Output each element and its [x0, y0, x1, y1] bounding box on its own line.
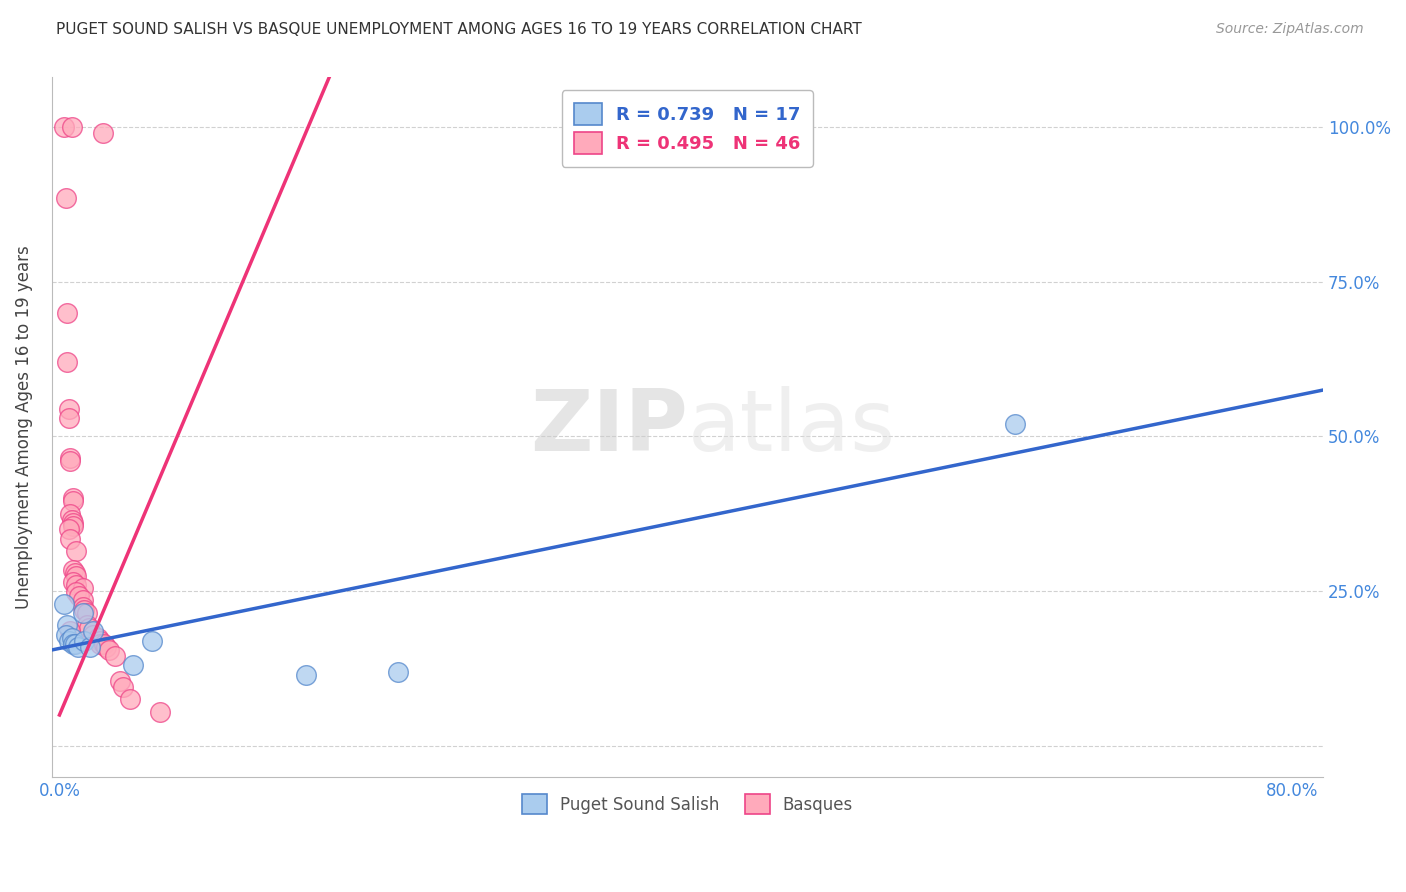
Point [60, 120, 83, 134]
Point [76, 618, 98, 632]
Point [63, 566, 86, 580]
Point [58, 401, 80, 416]
Text: ZIP: ZIP [530, 385, 688, 468]
Point [62, 519, 84, 533]
Point [59, 624, 82, 639]
Point [69, 589, 91, 603]
Text: atlas: atlas [688, 385, 896, 468]
Point [55, 627, 77, 641]
Point [82, 627, 104, 641]
Point [62, 491, 84, 506]
Point [58, 410, 80, 425]
Point [79, 640, 101, 654]
Point [65, 568, 87, 582]
Point [59, 451, 82, 466]
Point [72, 581, 94, 595]
Point [82, 624, 104, 639]
Text: Source: ZipAtlas.com: Source: ZipAtlas.com [1216, 22, 1364, 37]
Point [53, 597, 76, 611]
Point [65, 578, 87, 592]
Point [63, 637, 86, 651]
Point [89, 633, 111, 648]
Point [58, 633, 80, 648]
Point [72, 606, 94, 620]
Point [56, 355, 79, 369]
Point [73, 633, 96, 648]
Point [89, 637, 111, 651]
Legend: Puget Sound Salish, Basques: Puget Sound Salish, Basques [512, 784, 863, 824]
Point [108, 673, 131, 688]
Point [56, 618, 79, 632]
Point [122, 658, 145, 673]
Point [62, 562, 84, 576]
Point [60, 513, 83, 527]
Y-axis label: Unemployment Among Ages 16 to 19 years: Unemployment Among Ages 16 to 19 years [15, 245, 32, 609]
Point [120, 692, 142, 706]
Point [65, 544, 87, 558]
Point [141, 633, 163, 648]
Point [62, 494, 84, 508]
Point [62, 637, 84, 651]
Point [93, 637, 115, 651]
Point [1004, 417, 1026, 431]
Point [65, 585, 87, 599]
Text: PUGET SOUND SALISH VS BASQUE UNEMPLOYMENT AMONG AGES 16 TO 19 YEARS CORRELATION : PUGET SOUND SALISH VS BASQUE UNEMPLOYMEN… [56, 22, 862, 37]
Point [111, 680, 134, 694]
Point [149, 705, 172, 719]
Point [72, 593, 94, 607]
Point [73, 603, 96, 617]
Point [59, 507, 82, 521]
Point [97, 643, 120, 657]
Point [62, 516, 84, 530]
Point [60, 631, 83, 645]
Point [66, 640, 89, 654]
Point [387, 665, 409, 679]
Point [58, 522, 80, 536]
Point [295, 667, 318, 681]
Point [72, 599, 94, 614]
Point [59, 532, 82, 546]
Point [56, 305, 79, 319]
Point [87, 631, 110, 645]
Point [91, 126, 114, 140]
Point [59, 454, 82, 468]
Point [62, 574, 84, 589]
Point [53, 120, 76, 134]
Point [77, 621, 100, 635]
Point [55, 191, 77, 205]
Point [94, 640, 117, 654]
Point [104, 649, 127, 664]
Point [76, 606, 98, 620]
